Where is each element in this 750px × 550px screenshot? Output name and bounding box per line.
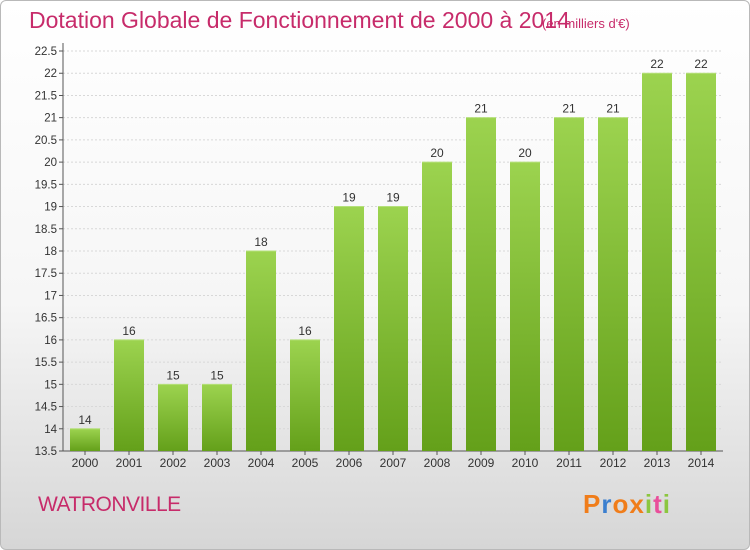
y-tick-label: 21 — [44, 113, 57, 125]
brand-letter: o — [612, 489, 630, 519]
data-label: 19 — [386, 191, 400, 205]
data-label: 22 — [650, 57, 664, 71]
x-tick-label: 2009 — [468, 456, 495, 470]
bar — [378, 206, 408, 451]
y-tick-label: 14 — [44, 424, 57, 436]
y-tick-label: 13.5 — [35, 446, 57, 458]
bar — [554, 117, 584, 452]
data-label: 21 — [474, 102, 488, 116]
bar — [510, 162, 540, 451]
bar — [290, 339, 320, 451]
y-tick-label: 19.5 — [35, 179, 57, 191]
bar — [114, 339, 144, 451]
chart-title: Dotation Globale de Fonctionnement de 20… — [29, 7, 570, 33]
y-tick-label: 22.5 — [35, 46, 57, 58]
x-tick-label: 2010 — [512, 456, 539, 470]
data-label: 15 — [166, 368, 180, 382]
x-tick-label: 2005 — [292, 456, 319, 470]
data-label: 14 — [78, 413, 92, 427]
proxiti-logo: Proxiti — [583, 489, 671, 520]
x-tick-label: 2008 — [424, 456, 451, 470]
y-tick-label: 21.5 — [35, 90, 57, 102]
bar — [466, 117, 496, 452]
x-tick-label: 2007 — [380, 456, 407, 470]
bar — [202, 384, 232, 451]
data-label: 20 — [518, 146, 532, 160]
y-tick-label: 22 — [44, 68, 57, 80]
y-tick-label: 17 — [44, 290, 57, 302]
chart-unit: (en milliers d'€) — [542, 16, 630, 31]
y-tick-label: 17.5 — [35, 268, 57, 280]
bar — [246, 251, 276, 451]
brand-letter: i — [644, 489, 654, 519]
data-label: 16 — [298, 324, 312, 338]
y-tick-label: 15 — [44, 379, 57, 391]
data-label: 22 — [694, 57, 708, 71]
x-tick-label: 2003 — [204, 456, 231, 470]
data-label: 18 — [254, 235, 268, 249]
x-tick-label: 2004 — [248, 456, 275, 470]
brand-letter: P — [583, 489, 602, 519]
x-tick-label: 2001 — [116, 456, 143, 470]
x-tick-label: 2014 — [688, 456, 715, 470]
bar — [686, 73, 716, 451]
y-tick-label: 16.5 — [35, 313, 57, 325]
brand-letter: x — [629, 489, 645, 519]
data-label: 19 — [342, 191, 356, 205]
bar — [642, 73, 672, 451]
bar — [598, 117, 628, 452]
brand-letter: i — [662, 489, 671, 519]
x-tick-label: 2000 — [72, 456, 99, 470]
data-label: 15 — [210, 368, 224, 382]
y-tick-label: 20 — [44, 157, 57, 169]
bar — [158, 384, 188, 451]
y-tick-label: 20.5 — [35, 135, 57, 147]
brand-letter: t — [653, 489, 663, 519]
bar — [70, 428, 100, 451]
x-tick-label: 2013 — [644, 456, 671, 470]
brand-letter: r — [601, 489, 613, 519]
x-tick-label: 2002 — [160, 456, 187, 470]
y-tick-label: 19 — [44, 202, 57, 214]
data-label: 20 — [430, 146, 444, 160]
data-label: 21 — [606, 102, 620, 116]
y-tick-label: 18 — [44, 246, 57, 258]
x-tick-label: 2011 — [556, 456, 582, 470]
y-tick-label: 18.5 — [35, 224, 57, 236]
data-label: 21 — [562, 102, 576, 116]
data-label: 16 — [122, 324, 136, 338]
y-tick-label: 15.5 — [35, 357, 57, 369]
y-tick-label: 16 — [44, 335, 57, 347]
x-tick-label: 2006 — [336, 456, 363, 470]
bar — [334, 206, 364, 451]
x-tick-label: 2012 — [600, 456, 627, 470]
bar — [422, 162, 452, 451]
y-tick-label: 14.5 — [35, 402, 57, 414]
commune-name: WATRONVILLE — [38, 493, 181, 516]
